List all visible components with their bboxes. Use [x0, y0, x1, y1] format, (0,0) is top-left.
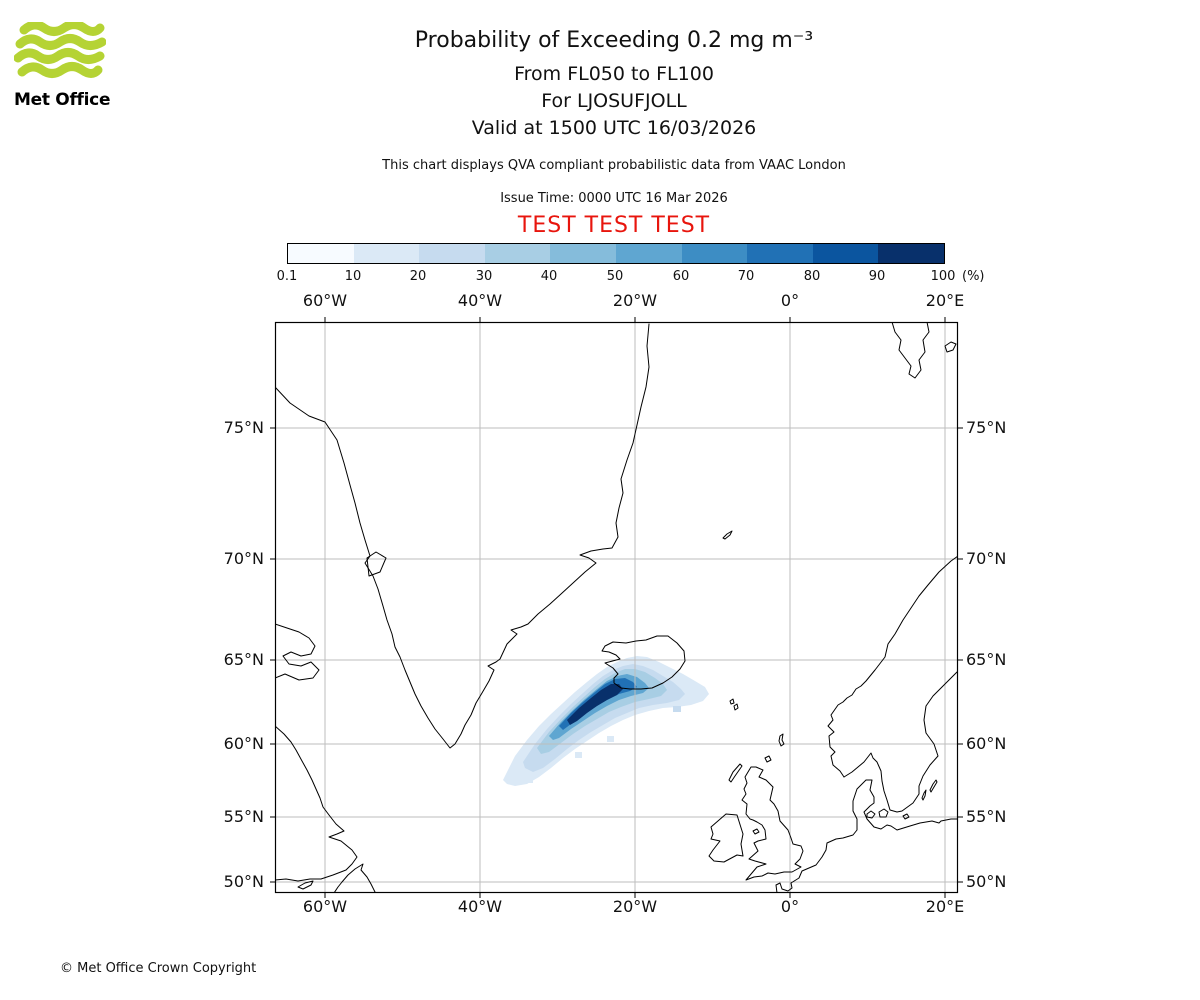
lat-label-left: 60°N [223, 734, 264, 753]
lon-label-bottom: 20°W [612, 897, 658, 916]
lat-label-right: 50°N [966, 872, 1007, 891]
lon-label-top: 20°W [612, 291, 658, 310]
colorbar-cell [681, 244, 748, 263]
copyright-notice: © Met Office Crown Copyright [60, 961, 257, 976]
axis-ticks [270, 317, 963, 898]
colorbar-cell [878, 244, 944, 263]
volcano-subtitle: For LJOSUFJOLL [541, 90, 687, 112]
lat-label-left: 55°N [223, 807, 264, 826]
colorbar-tick-label: 70 [737, 269, 755, 284]
coastlines [275, 322, 958, 893]
colorbar-tick-label: 80 [803, 269, 821, 284]
colorbar-tick-label: 20 [409, 269, 427, 284]
map-canvas [270, 317, 963, 898]
colorbar-tick-label: 60 [672, 269, 690, 284]
colorbar-cell [288, 244, 354, 263]
lat-label-right: 55°N [966, 807, 1007, 826]
colorbar-tick-label: 30 [475, 269, 493, 284]
lat-label-left: 50°N [223, 872, 264, 891]
lat-label-right: 65°N [966, 650, 1007, 669]
colorbar-unit-label: (%) [962, 269, 985, 284]
lat-label-left: 70°N [223, 549, 264, 568]
qva-description: This chart displays QVA compliant probab… [382, 158, 846, 173]
graticule-grid [275, 322, 958, 893]
colorbar-tick-label: 100 [930, 269, 956, 284]
lon-label-bottom: 60°W [302, 897, 348, 916]
map-frame [274, 321, 959, 894]
lon-label-bottom: 20°E [925, 897, 965, 916]
met-office-logo: Met Office [13, 20, 124, 110]
met-office-logo-text: Met Office [14, 90, 111, 110]
colorbar-cell [419, 244, 485, 263]
lat-label-left: 75°N [223, 418, 264, 437]
lon-label-top: 60°W [302, 291, 348, 310]
lat-label-right: 70°N [966, 549, 1007, 568]
colorbar-tick-label: 90 [868, 269, 886, 284]
lon-label-top: 40°W [457, 291, 503, 310]
lat-label-right: 75°N [966, 418, 1007, 437]
chart-title: Probability of Exceeding 0.2 mg m⁻³ [414, 28, 814, 53]
probability-colorbar [287, 243, 945, 264]
valid-time-subtitle: Valid at 1500 UTC 16/03/2026 [471, 117, 757, 139]
lat-label-right: 60°N [966, 734, 1007, 753]
colorbar-cell [615, 244, 682, 263]
probability-plume [503, 656, 709, 786]
lat-label-left: 65°N [223, 650, 264, 669]
colorbar-cell [353, 244, 420, 263]
colorbar-tick-label: 40 [540, 269, 558, 284]
flight-level-subtitle: From FL050 to FL100 [514, 63, 714, 85]
colorbar-tick-label: 10 [344, 269, 362, 284]
issue-time: Issue Time: 0000 UTC 16 Mar 2026 [500, 191, 728, 206]
colorbar-tick-label: 0.1 [276, 269, 298, 284]
test-banner: TEST TEST TEST [517, 213, 711, 238]
lon-label-bottom: 0° [780, 897, 800, 916]
colorbar-cell [484, 244, 551, 263]
colorbar-cell [747, 244, 813, 263]
lon-label-top: 20°E [925, 291, 965, 310]
colorbar-cell [550, 244, 616, 263]
met-office-flag-icon [13, 20, 107, 78]
colorbar-tick-label: 50 [606, 269, 624, 284]
lon-label-bottom: 40°W [457, 897, 503, 916]
lon-label-top: 0° [780, 291, 800, 310]
colorbar-cell [812, 244, 879, 263]
